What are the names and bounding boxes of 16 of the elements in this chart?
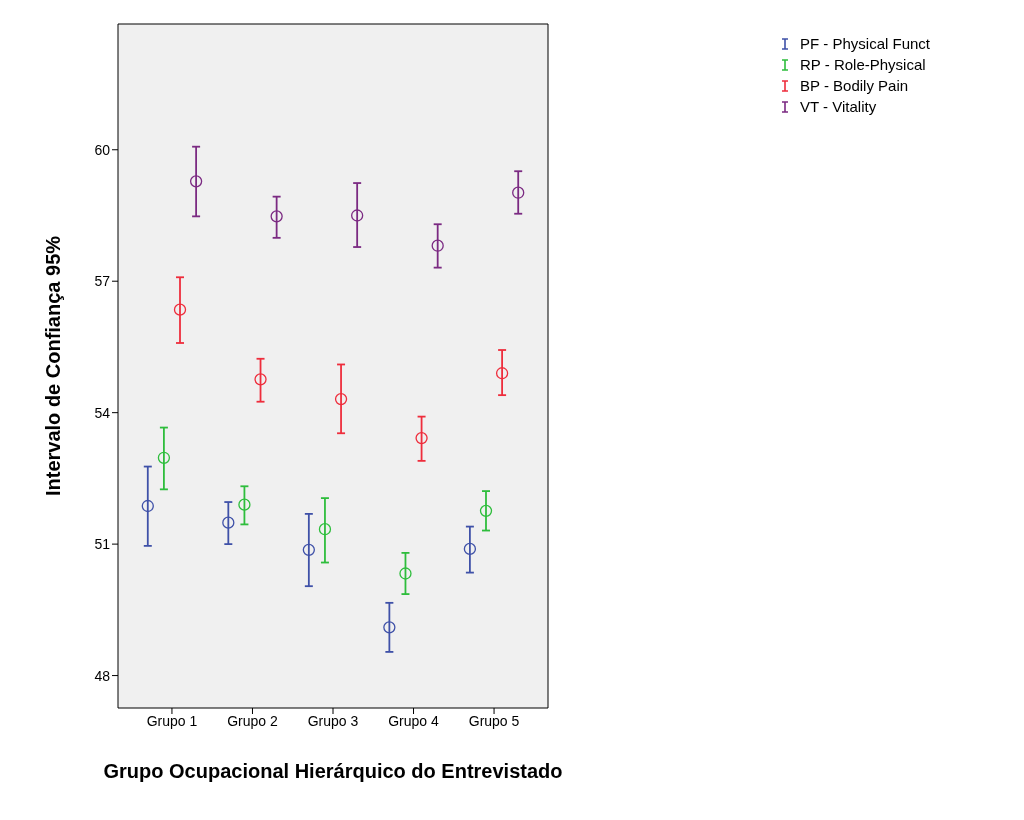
x-tick-label: Grupo 2 — [227, 712, 278, 729]
y-tick-label: 57 — [94, 273, 111, 290]
legend-label: PF - Physical Funct — [800, 35, 931, 52]
y-tick-label: 48 — [94, 667, 111, 684]
y-axis-title: Intervalo de Confiança 95% — [42, 235, 65, 497]
x-axis-title: Grupo Ocupacional Hierárquico do Entrevistado — [103, 760, 563, 782]
legend-label: RP - Role-Physical — [800, 56, 926, 73]
legend-label: VT - Vitality — [800, 98, 877, 115]
legend-label: BP - Bodily Pain — [800, 77, 909, 94]
x-tick-label: Grupo 4 — [388, 712, 440, 729]
y-tick-label: 54 — [94, 404, 111, 421]
x-tick-label: Grupo 5 — [468, 712, 520, 729]
x-tick-label: Grupo 1 — [146, 712, 198, 729]
y-tick-label: 60 — [94, 141, 111, 158]
x-tick-label: Grupo 3 — [307, 712, 359, 729]
y-tick-label: 51 — [94, 536, 111, 553]
